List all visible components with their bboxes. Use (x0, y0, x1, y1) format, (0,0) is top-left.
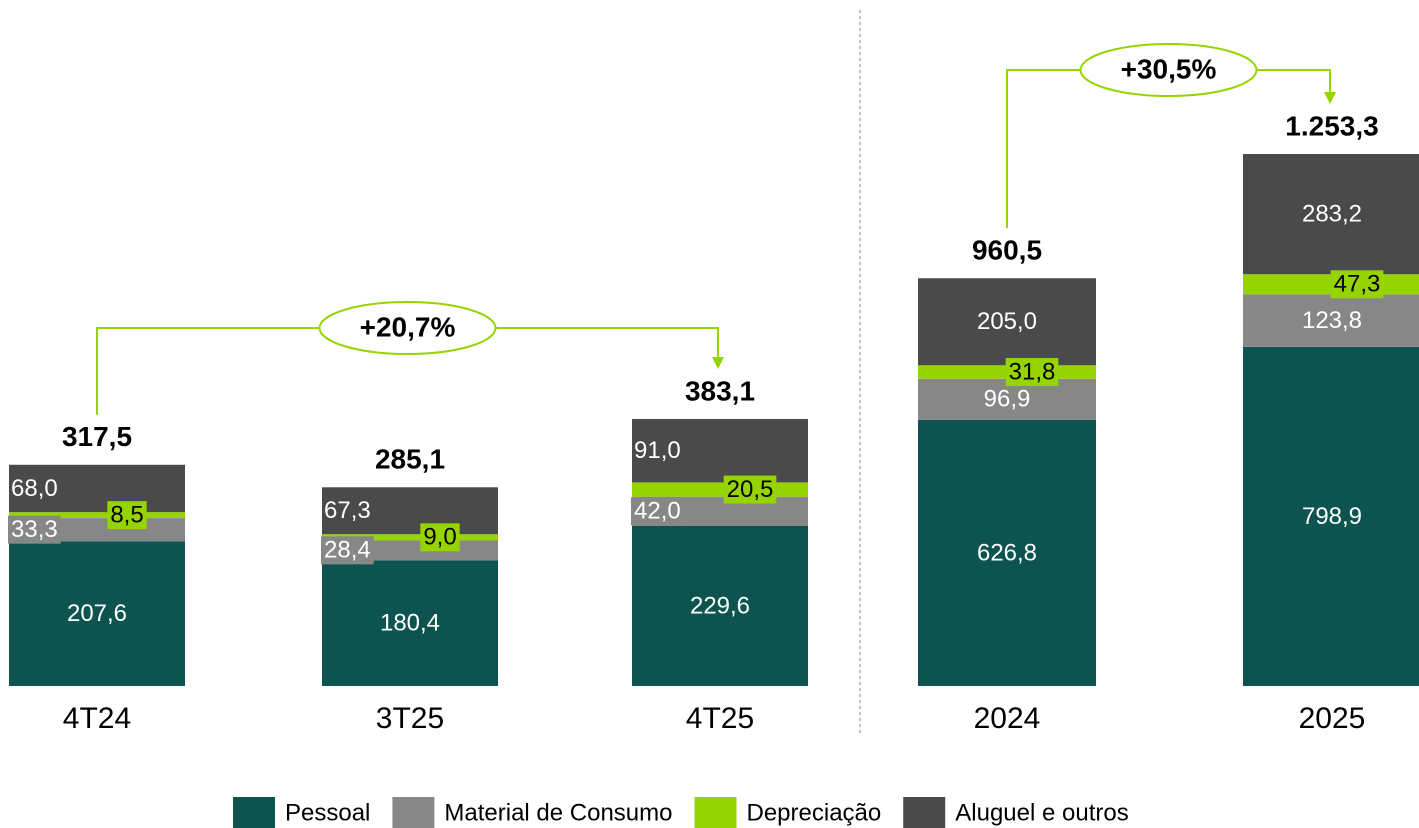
data-label: 205,0 (977, 308, 1037, 335)
data-label: 31,8 (1009, 358, 1056, 385)
data-label: 180,4 (380, 609, 440, 636)
bar-segment (322, 560, 498, 686)
x-tick-label: 2025 (1299, 702, 1366, 735)
bar-segment (632, 525, 808, 686)
growth-bubble (318, 301, 497, 355)
data-label: 798,9 (1302, 503, 1362, 530)
growth-bubble (1079, 43, 1258, 97)
data-label: 8,5 (110, 501, 143, 528)
growth-label: +30,5% (1121, 53, 1217, 84)
data-label-group: 33,3 (8, 515, 61, 544)
total-label: 1.253,3 (1285, 110, 1378, 141)
data-label: 42,0 (634, 498, 681, 525)
bar-segment (918, 419, 1096, 686)
bar-segment (1243, 346, 1419, 686)
bar-segment (9, 464, 185, 513)
data-label-group: 47,3 (1330, 270, 1384, 299)
label-box (631, 497, 684, 526)
bar-segment (632, 418, 808, 483)
label-box (321, 536, 374, 565)
data-label: 68,0 (11, 475, 58, 502)
data-label-group: 28,4 (321, 536, 374, 565)
data-label: 67,3 (324, 497, 371, 524)
data-label-group: 9,0 (420, 523, 460, 552)
x-tick-label: 3T25 (376, 702, 444, 735)
legend-label: Pessoal (285, 799, 370, 826)
data-label-group: 42,0 (631, 497, 684, 526)
total-label: 285,1 (375, 444, 445, 475)
total-label: 317,5 (62, 421, 132, 452)
data-label-group: 20,5 (723, 475, 777, 504)
data-label: 626,8 (977, 539, 1037, 566)
data-label: 28,4 (324, 537, 371, 564)
legend-swatch (694, 797, 737, 828)
data-label: 91,0 (634, 437, 681, 464)
label-box (1330, 270, 1384, 299)
data-label: 33,3 (11, 516, 58, 543)
label-box (723, 475, 777, 504)
total-label: 960,5 (972, 235, 1042, 266)
label-box (8, 515, 61, 544)
label-box (420, 523, 460, 552)
total-label: 383,1 (685, 375, 755, 406)
bar-segment (1243, 294, 1419, 347)
legend-swatch (233, 797, 275, 828)
data-label: 9,0 (423, 524, 456, 551)
legend-swatch (392, 797, 435, 828)
bar-segment (322, 534, 498, 541)
data-label: 207,6 (67, 600, 127, 627)
label-box (107, 501, 147, 530)
x-tick-label: 2024 (974, 702, 1041, 735)
growth-label: +20,7% (360, 311, 456, 342)
x-tick-label: 4T24 (63, 702, 131, 735)
data-label-group: 8,5 (107, 501, 147, 530)
legend-swatch (903, 797, 946, 828)
bar-segment (9, 541, 185, 686)
growth-arrow (712, 356, 724, 369)
label-box (1005, 358, 1059, 387)
data-label: 47,3 (1334, 271, 1381, 298)
legend-label: Material de Consumo (444, 799, 672, 826)
data-label: 229,6 (690, 592, 750, 619)
bar-segment (322, 487, 498, 535)
data-label: 96,9 (984, 386, 1031, 413)
legend-label: Depreciação (747, 799, 882, 826)
data-label: 123,8 (1302, 307, 1362, 334)
legend-label: Aluguel e outros (955, 799, 1128, 826)
bar-segment (632, 482, 808, 497)
data-label-group: 31,8 (1005, 358, 1059, 387)
x-tick-label: 4T25 (686, 702, 754, 735)
bar-segment (1243, 154, 1419, 275)
data-label: 20,5 (727, 476, 774, 503)
bar-segment (9, 512, 185, 519)
bar-segment (918, 278, 1096, 366)
growth-arrow (1324, 91, 1336, 104)
data-label: 283,2 (1302, 200, 1362, 227)
